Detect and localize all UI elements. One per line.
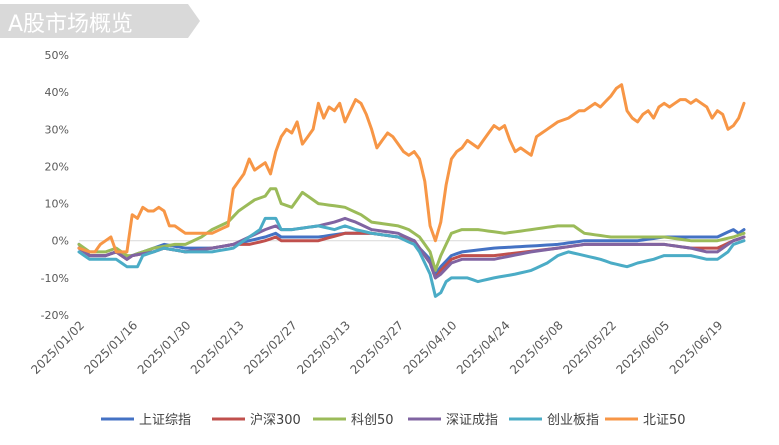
y-tick-label: 30%	[45, 123, 69, 136]
legend-label: 深证成指	[446, 413, 498, 428]
x-tick-label: 2025/01/30	[135, 318, 194, 377]
x-tick-label: 2025/03/27	[348, 318, 407, 377]
legend: 上证综指 沪深300 科创50 深证成指 创业板指 北证50	[101, 412, 686, 428]
legend-label: 沪深300	[250, 412, 301, 428]
x-tick-label: 2025/04/24	[454, 318, 513, 377]
series-lines	[77, 83, 746, 298]
series-line-创业板指	[77, 216, 746, 298]
chart-title: A股市场概览	[8, 12, 133, 37]
x-axis-ticks: 2025/01/022025/01/162025/01/302025/02/13…	[28, 318, 725, 377]
series-line-科创50	[77, 187, 746, 272]
x-tick-label: 2025/05/08	[507, 318, 566, 377]
x-tick-label: 2025/06/19	[667, 318, 726, 377]
x-tick-label: 2025/02/13	[188, 318, 247, 377]
x-tick-label: 2025/04/10	[401, 318, 460, 377]
y-tick-label: 20%	[45, 160, 69, 173]
legend-label: 创业板指	[547, 413, 599, 428]
x-tick-label: 2025/05/22	[560, 318, 619, 377]
x-tick-label: 2025/01/16	[82, 318, 141, 377]
y-tick-label: 10%	[45, 198, 69, 211]
y-tick-label: -10%	[41, 272, 69, 285]
y-tick-label: 40%	[45, 86, 69, 99]
x-tick-label: 2025/01/02	[28, 318, 87, 377]
x-tick-label: 2025/03/13	[294, 318, 353, 377]
y-tick-label: 50%	[45, 49, 69, 62]
y-tick-label: -20%	[41, 309, 69, 322]
y-axis-ticks: -20% -10% 0% 10% 20% 30% 40% 50%	[41, 49, 69, 322]
x-tick-label: 2025/02/27	[241, 318, 300, 377]
title-banner: A股市场概览	[0, 4, 200, 38]
x-tick-label: 2025/06/05	[614, 318, 673, 377]
title-banner-shape	[0, 4, 200, 38]
legend-label: 北证50	[643, 413, 686, 428]
y-tick-label: 0%	[52, 235, 69, 248]
legend-label: 上证综指	[139, 413, 191, 428]
series-line-北证50	[77, 83, 746, 254]
legend-label: 科创50	[351, 413, 394, 428]
